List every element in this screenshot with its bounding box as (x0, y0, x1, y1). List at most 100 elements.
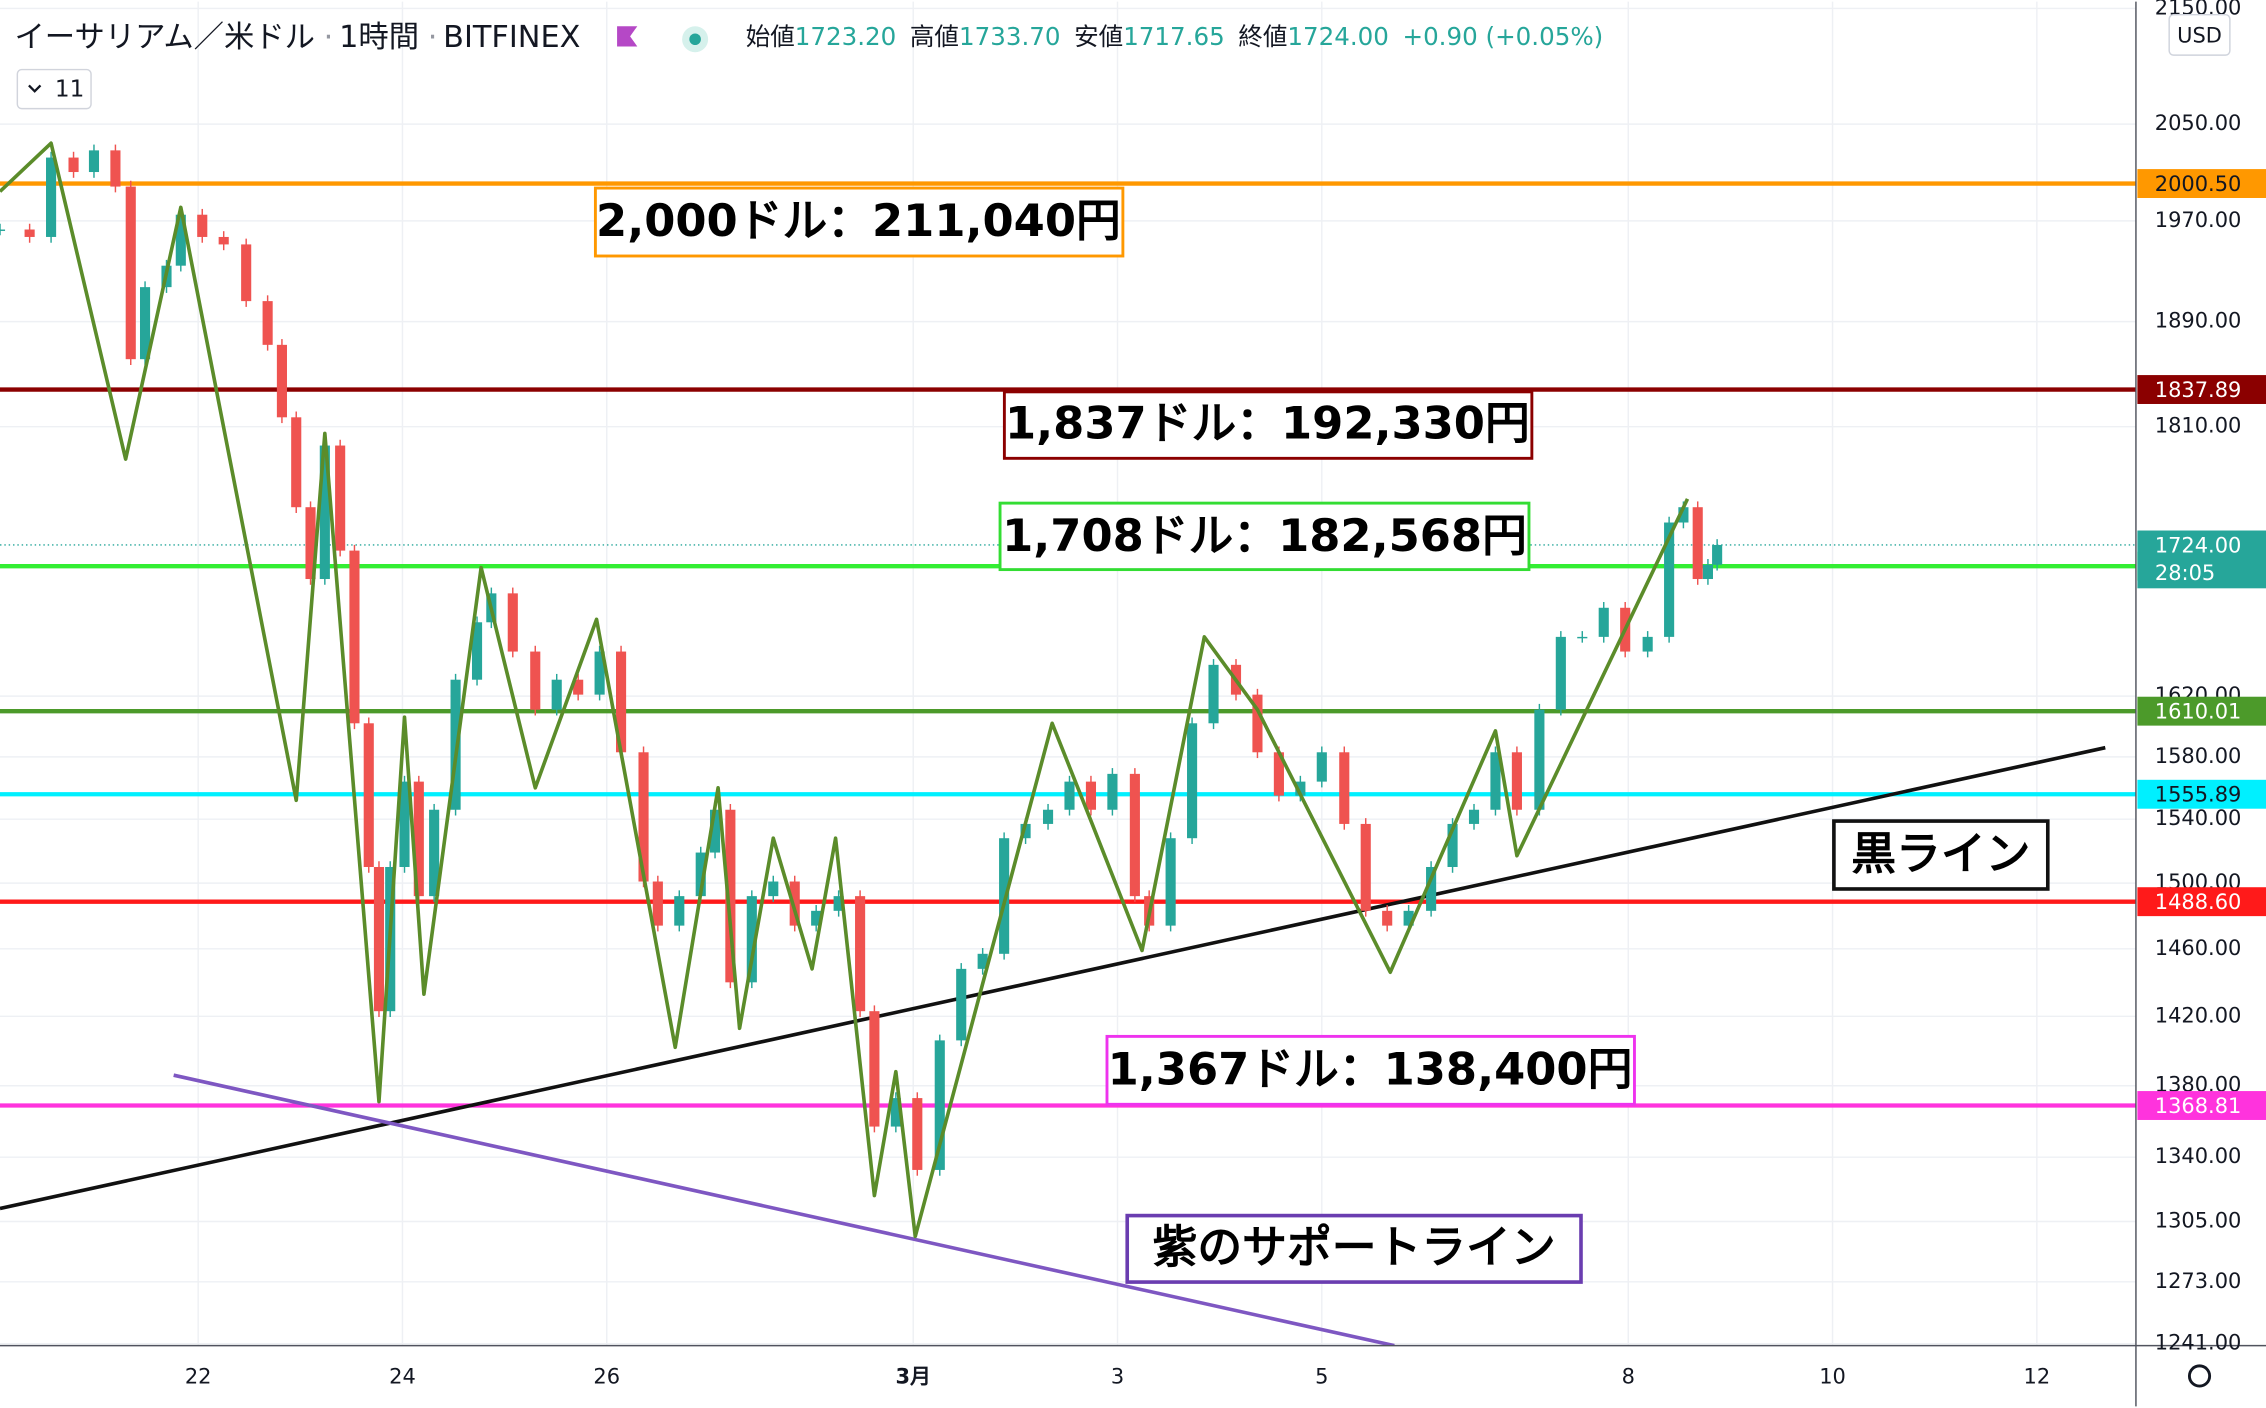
candle (1316, 752, 1327, 782)
candle (1295, 781, 1306, 796)
plot-area (0, 1, 2136, 1348)
candle (1678, 507, 1689, 523)
annotation: 黒ライン (1851, 827, 2030, 880)
ohlc-label: 終値 (1238, 22, 1287, 51)
candle (305, 507, 316, 580)
candle (1107, 773, 1118, 810)
change: +0.90 (+0.05%) (1403, 22, 1604, 51)
candle (0, 229, 6, 231)
candle (833, 896, 844, 911)
candle (811, 910, 822, 926)
candle (276, 344, 287, 418)
candle (999, 838, 1010, 954)
candle (413, 781, 424, 897)
candle (1382, 910, 1393, 926)
candle (869, 1011, 880, 1127)
candle (291, 417, 302, 508)
ohlc-value: 1724.00 (1287, 22, 1389, 51)
trendline (0, 745, 2106, 1211)
x-tick-label: 24 (389, 1364, 416, 1388)
last-price-label: 1724.00 (2155, 533, 2242, 557)
candle (471, 622, 483, 680)
candle (725, 809, 736, 983)
annotation-box (1832, 819, 2050, 891)
candle (1339, 752, 1350, 824)
candle (1642, 636, 1653, 652)
candle (652, 881, 663, 926)
x-tick-label: 3月 (895, 1364, 931, 1388)
annotation-box (593, 186, 1125, 258)
candle (1712, 544, 1723, 565)
candle (68, 157, 79, 173)
candle (507, 593, 518, 652)
header-line: イーサリアム／米ドル · 1時間 · BITFINEX (14, 19, 580, 54)
settings-icon[interactable] (2187, 1364, 2212, 1388)
candle (1426, 866, 1437, 911)
ohlc-label: 高値 (910, 22, 959, 51)
level-label: 1368.81 (2155, 1094, 2242, 1118)
candle (349, 550, 360, 724)
y-tick-label: 1540.00 (2155, 806, 2242, 830)
candle (399, 781, 410, 867)
candle (674, 896, 685, 926)
axes: 2150.002050.001970.001890.001810.001620.… (185, 0, 2266, 1388)
candle (1692, 507, 1703, 580)
candle (1403, 910, 1414, 926)
y-tick-label: 1241.00 (2155, 1331, 2242, 1355)
ohlc-label: 始値 (746, 22, 795, 51)
y-tick-label: 1460.00 (2155, 936, 2242, 960)
annotation-box (1105, 1034, 1636, 1106)
level-label: 2000.50 (2155, 172, 2242, 196)
indicator-toggle[interactable] (16, 68, 92, 110)
candle (1165, 838, 1176, 926)
status-dot (689, 33, 701, 46)
y-tick-label: 1580.00 (2155, 744, 2242, 768)
x-tick-label: 8 (1622, 1364, 1635, 1388)
annotation: 紫のサポートライン (1153, 1220, 1556, 1273)
candle (1534, 709, 1545, 810)
annotation: 1,367ドル：138,400円 (1108, 1043, 1633, 1096)
candle (1468, 809, 1480, 824)
annotation: 2,000ドル：211,040円 (596, 194, 1121, 247)
flag-icon[interactable] (617, 26, 638, 47)
interval: 1時間 (339, 19, 419, 54)
candle (616, 651, 627, 753)
exchange: BITFINEX (443, 19, 580, 54)
candle (241, 244, 252, 302)
x-tick-label: 10 (1819, 1364, 1846, 1388)
last-price-label-bg (2137, 530, 2266, 589)
level-label-bg (2137, 375, 2266, 404)
indicator-count: 11 (55, 76, 84, 102)
countdown: 28:05 (2155, 561, 2215, 585)
level-label-bg (2137, 169, 2266, 198)
level-label-bg (2137, 887, 2266, 917)
x-tick-label: 3 (1111, 1364, 1124, 1388)
candle (319, 445, 330, 580)
candle (1129, 773, 1140, 897)
candle (88, 150, 100, 173)
candle (1360, 823, 1371, 911)
level-label-bg (2137, 779, 2266, 809)
candle (912, 1098, 923, 1170)
annotations: 2,000ドル：211,040円 1,837ドル：192,330円 1,708ド… (593, 186, 2050, 1284)
level-label-bg (2137, 696, 2266, 726)
symbol: イーサリアム／米ドル (14, 19, 315, 54)
candle (262, 301, 273, 345)
ohlc-value: 1723.20 (795, 22, 897, 51)
candle (1208, 664, 1219, 724)
candle (429, 809, 440, 897)
candle (1273, 752, 1284, 796)
candle (1042, 809, 1054, 824)
candle (1702, 564, 1713, 580)
candle (746, 896, 757, 983)
candle (175, 214, 186, 266)
header: イーサリアム／米ドル · 1時間 · BITFINEX 始値1723.20 高値1733… (14, 19, 1604, 110)
annotation: 1,837ドル：192,330円 (1005, 397, 1530, 450)
candle (768, 881, 779, 897)
y-tick-label: 1890.00 (2155, 309, 2242, 333)
candle (573, 679, 584, 695)
level-label-bg (2137, 1091, 2266, 1120)
zigzag-line (0, 141, 1690, 1239)
candle (1555, 636, 1566, 710)
